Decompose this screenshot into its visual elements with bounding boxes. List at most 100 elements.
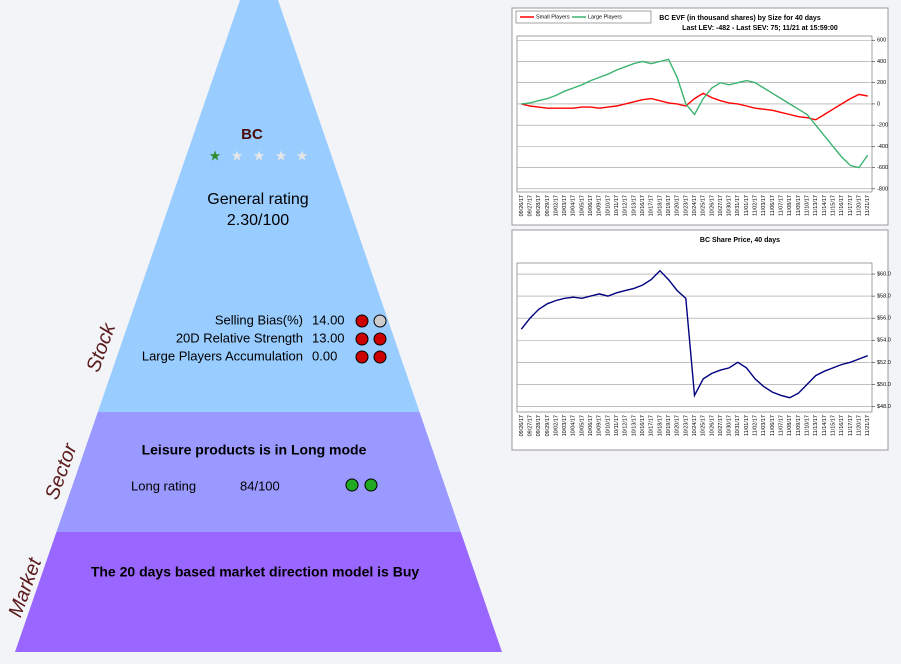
x-tick-label: 10/06/17 <box>588 195 594 216</box>
x-tick-label: 11/09/17 <box>796 415 802 436</box>
x-tick-label: 11/14/17 <box>822 195 828 216</box>
x-tick-label: 10/27/17 <box>718 195 724 216</box>
x-tick-label: 11/20/17 <box>856 415 862 436</box>
x-tick-label: 10/17/17 <box>649 415 655 436</box>
x-tick-label: 11/06/17 <box>770 195 776 216</box>
status-dot <box>355 350 369 364</box>
x-tick-label: 11/17/17 <box>848 195 854 216</box>
x-tick-label: 11/16/17 <box>839 415 845 436</box>
x-tick-label: 09/29/17 <box>545 415 551 436</box>
x-tick-label: 10/12/17 <box>623 195 629 216</box>
x-tick-label: 11/20/17 <box>856 195 862 216</box>
y-tick-label: $56.0 <box>877 316 891 322</box>
x-tick-label: 11/06/17 <box>770 415 776 436</box>
x-tick-label: 09/28/17 <box>536 195 542 216</box>
status-dot <box>373 332 387 346</box>
y-tick-label: 0 <box>877 101 880 107</box>
x-tick-label: 10/05/17 <box>579 415 585 436</box>
x-tick-label: 10/13/17 <box>631 415 637 436</box>
x-tick-label: 09/27/17 <box>527 195 533 216</box>
star: ★ <box>275 148 288 164</box>
y-tick-label: $58.0 <box>877 294 891 300</box>
x-tick-label: 10/19/17 <box>666 415 672 436</box>
y-tick-label: -600 <box>877 165 888 171</box>
charts: BC EVF (in thousand shares) by Size for … <box>511 7 891 451</box>
x-tick-label: 11/09/17 <box>796 195 802 216</box>
market-headline: The 20 days based market direction model… <box>91 564 420 580</box>
x-tick-label: 11/10/17 <box>805 415 811 436</box>
y-tick-label: $60.0 <box>877 271 891 277</box>
x-tick-label: 11/01/17 <box>744 195 750 216</box>
x-tick-label: 10/04/17 <box>571 415 577 436</box>
indicator-label: Large Players Accumulation <box>142 348 303 363</box>
legend-label: Large Players <box>588 14 622 20</box>
x-tick-label: 10/04/17 <box>571 195 577 216</box>
y-tick-label: $48.0 <box>877 404 891 410</box>
status-dot <box>373 314 387 328</box>
x-tick-label: 10/25/17 <box>701 415 707 436</box>
x-tick-label: 10/20/17 <box>675 415 681 436</box>
x-tick-label: 10/26/17 <box>709 195 715 216</box>
series-line <box>520 269 868 399</box>
x-tick-label: 11/03/17 <box>761 415 767 436</box>
sector-rating-value: 84/100 <box>240 478 280 493</box>
x-tick-label: 10/18/17 <box>657 195 663 216</box>
y-tick-label: $54.0 <box>877 338 891 344</box>
indicator-value: 14.00 <box>312 312 345 327</box>
x-tick-label: 11/16/17 <box>839 195 845 216</box>
indicator-value: 13.00 <box>312 330 345 345</box>
y-tick-label: $52.0 <box>877 360 891 366</box>
indicator-rows: Selling Bias(%) 14.00 20D Relative Strengt… <box>142 312 387 364</box>
x-tick-label: 10/05/17 <box>579 195 585 216</box>
y-tick-label: 600 <box>877 38 886 44</box>
x-tick-label: 10/18/17 <box>657 415 663 436</box>
sector-band <box>15 412 502 532</box>
market-band <box>15 532 502 652</box>
sector-headline: Leisure products is in Long mode <box>142 442 367 458</box>
x-tick-label: 10/02/17 <box>553 415 559 436</box>
star: ★ <box>296 148 309 164</box>
star: ★ <box>231 148 244 164</box>
star: ★ <box>209 148 222 164</box>
rating-label: General rating <box>207 191 308 208</box>
x-tick-label: 11/07/17 <box>779 195 785 216</box>
x-tick-label: 10/17/17 <box>649 195 655 216</box>
x-tick-label: 11/15/17 <box>830 415 836 436</box>
x-tick-label: 09/27/17 <box>527 415 533 436</box>
x-tick-label: 10/11/17 <box>614 415 620 436</box>
y-tick-label: 200 <box>877 80 886 86</box>
x-tick-label: 10/16/17 <box>640 415 646 436</box>
x-tick-label: 10/27/17 <box>718 415 724 436</box>
chart-title: BC EVF (in thousand shares) by Size for … <box>659 15 821 22</box>
x-tick-label: 10/10/17 <box>605 415 611 436</box>
x-tick-label: 10/31/17 <box>735 195 741 216</box>
x-tick-label: 11/13/17 <box>813 415 819 436</box>
x-tick-label: 11/13/17 <box>813 195 819 216</box>
x-tick-label: 10/30/17 <box>727 195 733 216</box>
x-tick-label: 10/23/17 <box>683 415 689 436</box>
y-tick-label: -800 <box>877 186 888 192</box>
x-tick-label: 10/31/17 <box>735 415 741 436</box>
sector-rating-label: Long rating <box>131 478 196 493</box>
y-tick-label: -400 <box>877 144 888 150</box>
star-rating: ★ ★ ★ ★ ★ <box>209 148 309 164</box>
status-dot <box>373 350 387 364</box>
plot-area <box>516 262 873 413</box>
y-tick-label: -200 <box>877 123 888 129</box>
x-tick-label: 11/08/17 <box>787 195 793 216</box>
x-tick-label: 09/26/17 <box>519 195 525 216</box>
x-tick-label: 10/03/17 <box>562 415 568 436</box>
x-tick-label: 10/30/17 <box>727 415 733 436</box>
x-tick-label: 09/29/17 <box>545 195 551 216</box>
x-tick-label: 09/28/17 <box>536 415 542 436</box>
x-tick-label: 11/21/17 <box>865 195 871 216</box>
status-dot <box>355 314 369 328</box>
ticker: BC <box>241 126 263 143</box>
x-tick-label: 10/16/17 <box>640 195 646 216</box>
x-tick-label: 11/01/17 <box>744 415 750 436</box>
x-tick-label: 10/10/17 <box>605 195 611 216</box>
indicator-value: 0.00 <box>312 348 337 363</box>
x-tick-label: 11/03/17 <box>761 195 767 216</box>
status-dot <box>345 478 359 492</box>
x-tick-label: 10/24/17 <box>692 415 698 436</box>
